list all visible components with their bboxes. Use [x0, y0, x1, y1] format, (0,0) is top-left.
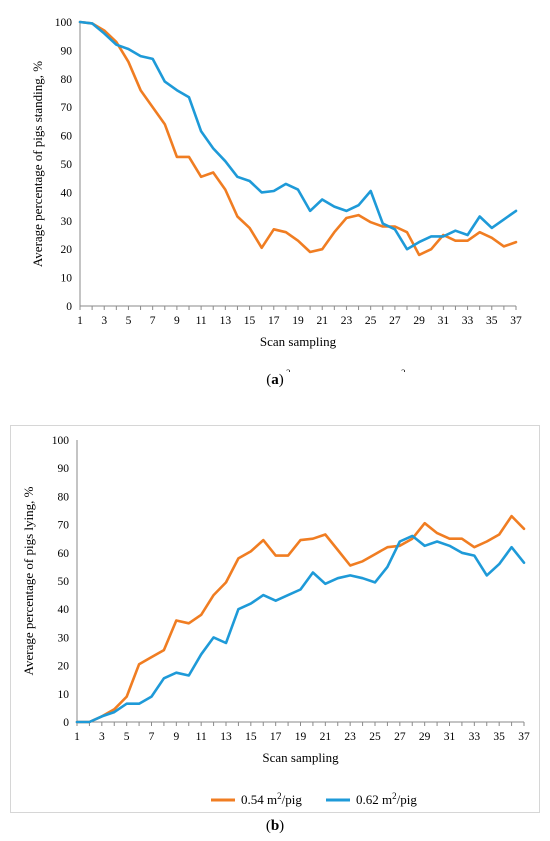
- x-tick-label: 11: [196, 315, 207, 327]
- y-tick-label: 50: [58, 576, 70, 588]
- x-tick-label: 13: [220, 315, 232, 327]
- x-tick-label: 31: [438, 315, 450, 327]
- series-line-1: [75, 514, 526, 724]
- x-tick-label: 19: [292, 315, 304, 327]
- x-tick-label: 31: [444, 731, 456, 743]
- y-tick-label: 10: [61, 273, 73, 285]
- y-axis-label: Average percentage of pigs standing, %: [30, 61, 45, 267]
- y-tick-label: 50: [61, 159, 73, 171]
- x-tick-label: 3: [99, 731, 105, 743]
- x-tick-label: 17: [270, 731, 282, 743]
- x-tick-label: 1: [77, 315, 83, 327]
- x-tick-label: 21: [320, 731, 332, 743]
- y-tick-label: 0: [66, 301, 72, 313]
- y-tick-label: 10: [58, 689, 70, 701]
- x-tick-label: 7: [149, 731, 155, 743]
- x-tick-label: 15: [244, 315, 256, 327]
- x-tick-label: 37: [518, 731, 530, 743]
- panel-label-b: (b): [265, 818, 285, 834]
- x-tick-label: 1: [74, 731, 80, 743]
- x-tick-label: 37: [510, 315, 522, 327]
- x-tick-label: 25: [365, 315, 377, 327]
- x-tick-label: 33: [469, 731, 481, 743]
- y-tick-label: 30: [61, 216, 73, 228]
- y-tick-label: 30: [58, 632, 70, 644]
- x-tick-label: 27: [394, 731, 406, 743]
- x-axis-label: Scan sampling: [260, 334, 337, 349]
- x-tick-label: 27: [389, 315, 401, 327]
- series-line-2: [75, 534, 526, 724]
- x-tick-label: 13: [220, 731, 232, 743]
- x-tick-label: 19: [295, 731, 307, 743]
- x-tick-label: 9: [173, 731, 179, 743]
- x-tick-label: 17: [268, 315, 280, 327]
- legend-label-2: 0.62 m2/pig: [356, 791, 417, 807]
- chart-panel-a: 0 10 20 30 40 50 60 70 80 90 100 1 3 5 7 9 11 13 15 17 19 21 2…: [10, 4, 540, 394]
- legend-label-1: 0.54 m2/pig: [250, 368, 311, 372]
- y-tick-label: 90: [61, 45, 73, 57]
- x-tick-label: 35: [486, 315, 498, 327]
- y-tick-label: 20: [61, 244, 73, 256]
- y-tick-label: 80: [61, 74, 73, 86]
- x-tick-label: 23: [344, 731, 356, 743]
- legend-label-1: 0.54 m2/pig: [241, 791, 302, 807]
- y-tick-label: 90: [58, 463, 70, 475]
- y-axis-label: Average percentage of pigs lying, %: [21, 486, 36, 675]
- x-tick-label: 5: [126, 315, 132, 327]
- x-tick-label: 5: [124, 731, 130, 743]
- x-axis-label: Scan sampling: [262, 750, 339, 765]
- legend-label-2: 0.62 m2/pig: [365, 368, 426, 372]
- x-tick-label: 35: [493, 731, 505, 743]
- x-tick-label: 29: [419, 731, 431, 743]
- y-tick-label: 0: [63, 717, 69, 729]
- y-tick-label: 70: [58, 520, 70, 532]
- x-tick-label: 33: [462, 315, 474, 327]
- y-tick-label: 40: [61, 187, 73, 199]
- x-tick-label: 15: [245, 731, 257, 743]
- x-tick-label: 9: [174, 315, 180, 327]
- x-tick-label: 25: [369, 731, 381, 743]
- x-tick-label: 23: [341, 315, 353, 327]
- y-tick-label: 60: [61, 131, 73, 143]
- chart-panel-b: 0 10 20 30 40 50 60 70 80 90 100 1 3 5 7 9 11 13 15 17 19 21 2…: [10, 425, 540, 813]
- y-tick-label: 20: [58, 661, 70, 673]
- x-tick-label: 21: [316, 315, 328, 327]
- y-tick-label: 80: [58, 491, 70, 503]
- y-tick-label: 70: [61, 102, 73, 114]
- x-tick-label: 29: [413, 315, 425, 327]
- x-tick-label: 7: [150, 315, 156, 327]
- x-tick-label: 11: [196, 731, 207, 743]
- series-line-2: [78, 20, 518, 251]
- panel-label-a: (a): [266, 372, 284, 388]
- x-tick-label: 3: [101, 315, 107, 327]
- y-tick-label: 100: [52, 435, 70, 447]
- y-tick-label: 100: [55, 17, 73, 29]
- y-tick-label: 60: [58, 548, 70, 560]
- y-tick-label: 40: [58, 604, 70, 616]
